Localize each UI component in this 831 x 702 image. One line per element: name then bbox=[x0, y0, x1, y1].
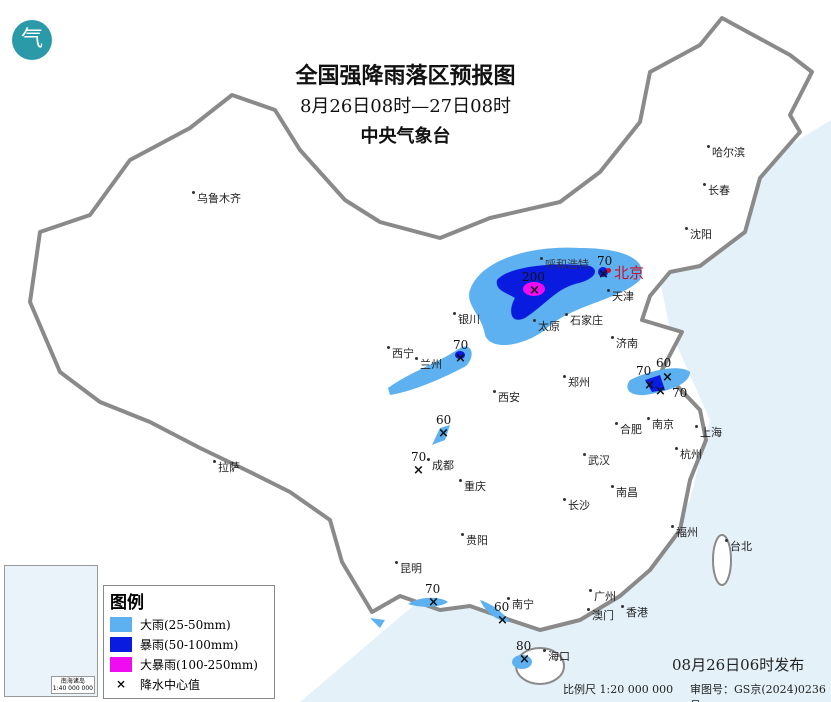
heavy-rain-south2 bbox=[480, 600, 510, 622]
city-label: 成都 bbox=[427, 458, 454, 472]
center-value: 70 bbox=[672, 386, 688, 400]
city-label: 银川 bbox=[453, 312, 480, 326]
heavy-rain-south1 bbox=[408, 597, 448, 607]
inset-scale: 南海诸岛 1:40 000 000 bbox=[50, 675, 95, 694]
map-scale: 比例尺 1:20 000 000 bbox=[563, 683, 674, 696]
center-marker: × bbox=[598, 267, 609, 282]
center-value: 200 bbox=[522, 270, 545, 284]
legend-swatch bbox=[110, 657, 132, 672]
legend-swatch bbox=[110, 637, 132, 652]
heavy-rain-south3 bbox=[370, 618, 385, 628]
city-label: 太原 bbox=[533, 319, 560, 333]
center-value: 70 bbox=[411, 450, 427, 464]
center-marker: × bbox=[455, 351, 466, 366]
city-label: 济南 bbox=[611, 336, 638, 350]
center-value: 70 bbox=[453, 338, 469, 352]
city-label: 天津 bbox=[607, 289, 634, 303]
city-label: 沈阳 bbox=[685, 227, 712, 241]
center-value: 70 bbox=[597, 254, 613, 268]
legend: 图例 大雨(25-50mm) 暴雨(50-100mm) 大暴雨(100-250m… bbox=[103, 585, 275, 699]
legend-item-heavy-rain: 大雨(25-50mm) bbox=[110, 616, 231, 633]
city-label: 广州 bbox=[589, 589, 616, 603]
cma-logo: 气 bbox=[12, 20, 52, 60]
city-label: 拉萨 bbox=[213, 460, 240, 474]
city-label: 长沙 bbox=[563, 498, 590, 512]
city-label: 长春 bbox=[703, 183, 730, 197]
inset-scale-value: 1:40 000 000 bbox=[52, 684, 93, 692]
city-label: 郑州 bbox=[563, 375, 590, 389]
issued-time: 08月26日06时发布 bbox=[672, 656, 805, 674]
city-label: 福州 bbox=[671, 525, 698, 539]
china-outline bbox=[28, 16, 814, 632]
legend-label: 大雨(25-50mm) bbox=[140, 618, 231, 632]
city-label: 西宁 bbox=[387, 346, 414, 360]
center-marker: × bbox=[655, 384, 666, 399]
issuer: 中央气象台 bbox=[360, 126, 451, 147]
legend-swatch bbox=[110, 617, 132, 632]
approval-number: 审图号：GS京(2024)0236号 bbox=[690, 683, 826, 702]
inset-label: 南海诸岛 bbox=[60, 677, 85, 685]
city-label: 海口 bbox=[543, 649, 570, 663]
cross-icon: × bbox=[115, 677, 127, 691]
rainstorm-north bbox=[496, 264, 595, 320]
heavy-rain-sichuan bbox=[432, 425, 450, 445]
city-label: 乌鲁木齐 bbox=[192, 191, 241, 205]
heavy-rainstorm-area bbox=[523, 282, 545, 296]
city-label: 兰州 bbox=[415, 357, 442, 371]
city-label: 西安 bbox=[493, 390, 520, 404]
city-label: 哈尔滨 bbox=[707, 145, 745, 159]
city-label: 昆明 bbox=[395, 561, 422, 575]
center-marker: × bbox=[644, 378, 655, 393]
legend-item-center: × 降水中心值 bbox=[110, 676, 200, 693]
city-label: 台北 bbox=[725, 539, 752, 553]
center-value: 70 bbox=[636, 364, 652, 378]
city-label: 香港 bbox=[621, 605, 648, 619]
legend-item-rainstorm: 暴雨(50-100mm) bbox=[110, 636, 238, 653]
rainstorm-areas bbox=[455, 264, 665, 392]
legend-item-heavy-rainstorm: 大暴雨(100-250mm) bbox=[110, 656, 258, 673]
center-value: 80 bbox=[516, 639, 532, 653]
city-label-beijing: 北京 bbox=[605, 264, 645, 282]
legend-label: 大暴雨(100-250mm) bbox=[140, 658, 258, 672]
city-label: 石家庄 bbox=[565, 313, 603, 327]
legend-label: 降水中心值 bbox=[140, 678, 201, 692]
heavy-rain-hainan bbox=[512, 655, 532, 669]
center-value: 60 bbox=[656, 356, 672, 370]
heavy-rain-gansu bbox=[388, 346, 472, 395]
center-marker: × bbox=[529, 283, 540, 298]
city-label: 上海 bbox=[695, 425, 722, 439]
center-marker: × bbox=[428, 595, 439, 610]
center-marker: × bbox=[519, 652, 530, 667]
center-value: 60 bbox=[494, 600, 510, 614]
city-label: 澳门 bbox=[587, 608, 614, 622]
center-marker: × bbox=[438, 426, 449, 441]
forecast-period: 8月26日08时—27日08时 bbox=[299, 96, 512, 117]
city-label: 贵阳 bbox=[461, 533, 488, 547]
city-label: 杭州 bbox=[675, 447, 702, 461]
center-marker: × bbox=[413, 463, 424, 478]
taiwan bbox=[712, 534, 732, 586]
center-marker: × bbox=[662, 370, 673, 385]
south-china-sea-inset: 南海诸岛 1:40 000 000 bbox=[4, 565, 98, 697]
city-label: 重庆 bbox=[459, 479, 486, 493]
city-label: 南宁 bbox=[507, 597, 534, 611]
city-label: 合肥 bbox=[615, 422, 642, 436]
legend-title: 图例 bbox=[110, 593, 144, 613]
map-title: 全国强降雨落区预报图 bbox=[295, 63, 516, 89]
city-label: 南京 bbox=[647, 417, 674, 431]
city-label: 呼和浩特 bbox=[540, 257, 589, 271]
city-label: 南昌 bbox=[611, 485, 638, 499]
rainstorm-gansu bbox=[455, 351, 465, 359]
center-marker: × bbox=[497, 613, 508, 628]
rainstorm-beijing bbox=[598, 267, 608, 277]
center-value: 60 bbox=[436, 413, 452, 427]
legend-label: 暴雨(50-100mm) bbox=[140, 638, 239, 652]
center-value: 70 bbox=[425, 582, 441, 596]
rainstorm-east bbox=[645, 375, 665, 392]
city-label: 武汉 bbox=[583, 453, 610, 467]
